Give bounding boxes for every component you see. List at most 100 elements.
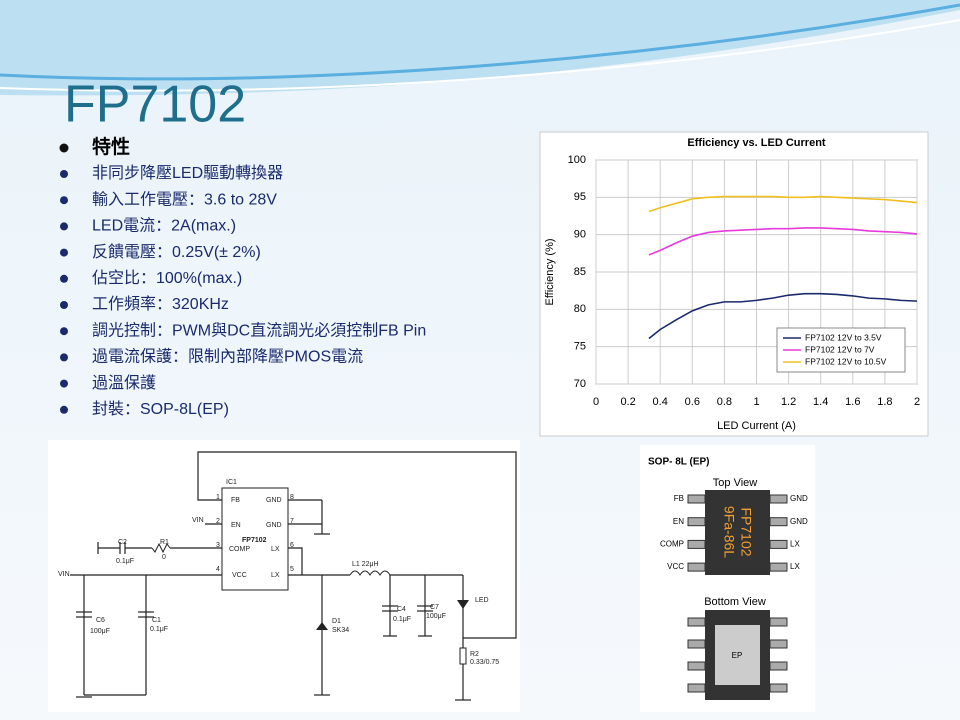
x-tick-label: 1 — [753, 396, 759, 408]
exposed-pad — [715, 625, 760, 685]
pin — [769, 517, 788, 527]
legend-label: FP7102 12V to 10.5V — [805, 356, 887, 366]
y-tick-label: 95 — [574, 191, 586, 203]
feature-item: 非同步降壓LED驅動轉換器 — [92, 164, 283, 182]
pin — [687, 539, 706, 549]
feature-item: 封裝：SOP-8L(EP) — [92, 400, 229, 418]
pin-name: COMP — [229, 546, 250, 553]
resistor — [459, 647, 467, 665]
schematic: IC1 FP7102 FB GND EN GND COMP LX VCC LX 1 8 2 7 3 6 4 5 C2… — [58, 451, 517, 701]
view-label: Bottom View — [704, 596, 766, 608]
pin-name: EN — [231, 522, 241, 529]
bullet — [59, 143, 69, 153]
component-label: 0.33/0.75 — [470, 659, 499, 666]
y-tick-label: 90 — [574, 229, 586, 241]
pin — [769, 617, 788, 627]
pin-name: FB — [231, 497, 240, 504]
ic-body — [221, 487, 289, 591]
chip-marking: 9Fa-86L — [721, 506, 737, 558]
pin — [687, 617, 706, 627]
component-label: 0 — [162, 554, 166, 561]
component-label: C6 — [96, 617, 105, 624]
chip-marking: FP7102 — [738, 507, 754, 556]
wire — [197, 451, 517, 639]
component-label: C2 — [118, 539, 127, 546]
pin-name: GND — [266, 522, 282, 529]
pin-label: GND — [790, 494, 808, 503]
feature-item: 佔空比：100%(max.) — [92, 269, 242, 287]
swoosh — [0, 0, 960, 96]
pin-name: VCC — [232, 572, 247, 579]
x-tick-label: 2 — [914, 396, 920, 408]
pin-name: GND — [266, 497, 282, 504]
component-label: 0.1μF — [150, 626, 168, 633]
component-label: VIN — [192, 517, 204, 524]
component-label: C7 — [430, 604, 439, 611]
pin — [769, 539, 788, 549]
pin — [687, 683, 706, 693]
package: SOP- 8L (EP) Top View FP7102 9Fa-86L Bot… — [648, 457, 808, 700]
y-tick-label: 70 — [574, 378, 586, 390]
bullet — [60, 327, 68, 336]
pin-number: 6 — [290, 542, 294, 549]
pin-label: COMP — [660, 540, 684, 549]
series-line — [648, 292, 918, 340]
bullet — [60, 222, 68, 231]
pin — [769, 661, 788, 671]
x-tick-label: 1.2 — [781, 396, 796, 408]
pin-label: EN — [673, 517, 684, 526]
bullet — [60, 248, 68, 257]
pin-label: VCC — [667, 562, 684, 571]
bullet — [60, 301, 68, 309]
pin — [769, 683, 788, 693]
chart: Efficiency vs. LED Current LED Current (A… — [544, 137, 920, 432]
bullet — [60, 405, 68, 414]
bullet — [60, 353, 68, 362]
bullet — [60, 170, 68, 178]
resistor — [151, 542, 171, 554]
ic-label: IC1 — [226, 479, 237, 486]
feature-item: 過溫保護 — [92, 374, 156, 392]
chip-top — [705, 490, 770, 575]
x-tick-label: 0.6 — [685, 396, 700, 408]
x-tick-label: 0.2 — [620, 396, 635, 408]
pin — [769, 562, 788, 572]
component-label: 0.1μF — [116, 558, 134, 565]
x-tick-label: 0.4 — [653, 396, 668, 408]
component-label: 100μF — [90, 628, 110, 635]
diode — [316, 622, 328, 630]
bullet — [60, 379, 68, 388]
component-label: SK34 — [332, 627, 349, 634]
pin-label: GND — [790, 517, 808, 526]
pin-number: 5 — [290, 566, 294, 573]
pin — [687, 494, 706, 504]
pin — [687, 639, 706, 649]
bullet — [60, 196, 68, 205]
y-axis-label: Efficiency (%) — [544, 238, 556, 305]
x-tick-label: 0.8 — [717, 396, 732, 408]
bullet — [60, 274, 68, 283]
component-label: D1 — [332, 618, 341, 625]
feature-item: LED電流：2A(max.) — [92, 217, 236, 235]
x-tick-label: 1.6 — [845, 396, 860, 408]
component-label: VIN — [58, 571, 70, 578]
pin-number: 4 — [216, 566, 220, 573]
feature-item: 過電流保護：限制內部降壓PMOS電流 — [92, 348, 363, 366]
pin — [769, 494, 788, 504]
pin-number: 3 — [216, 542, 220, 549]
view-label: Top View — [713, 477, 757, 489]
component-label: C4 — [397, 606, 406, 613]
pin-number: 1 — [216, 494, 220, 501]
pad-label: EP — [732, 651, 743, 660]
component-label: LED — [475, 597, 489, 604]
pin-label: FB — [674, 494, 684, 503]
led — [457, 600, 469, 609]
y-tick-label: 75 — [574, 341, 586, 353]
pin-name: LX — [271, 572, 280, 579]
series-line — [648, 227, 918, 256]
x-axis-label: LED Current (A) — [717, 420, 796, 432]
x-tick-label: 1.8 — [877, 396, 892, 408]
feature-item: 輸入工作電壓：3.6 to 28V — [92, 190, 277, 208]
component-label: 100μF — [426, 613, 446, 620]
